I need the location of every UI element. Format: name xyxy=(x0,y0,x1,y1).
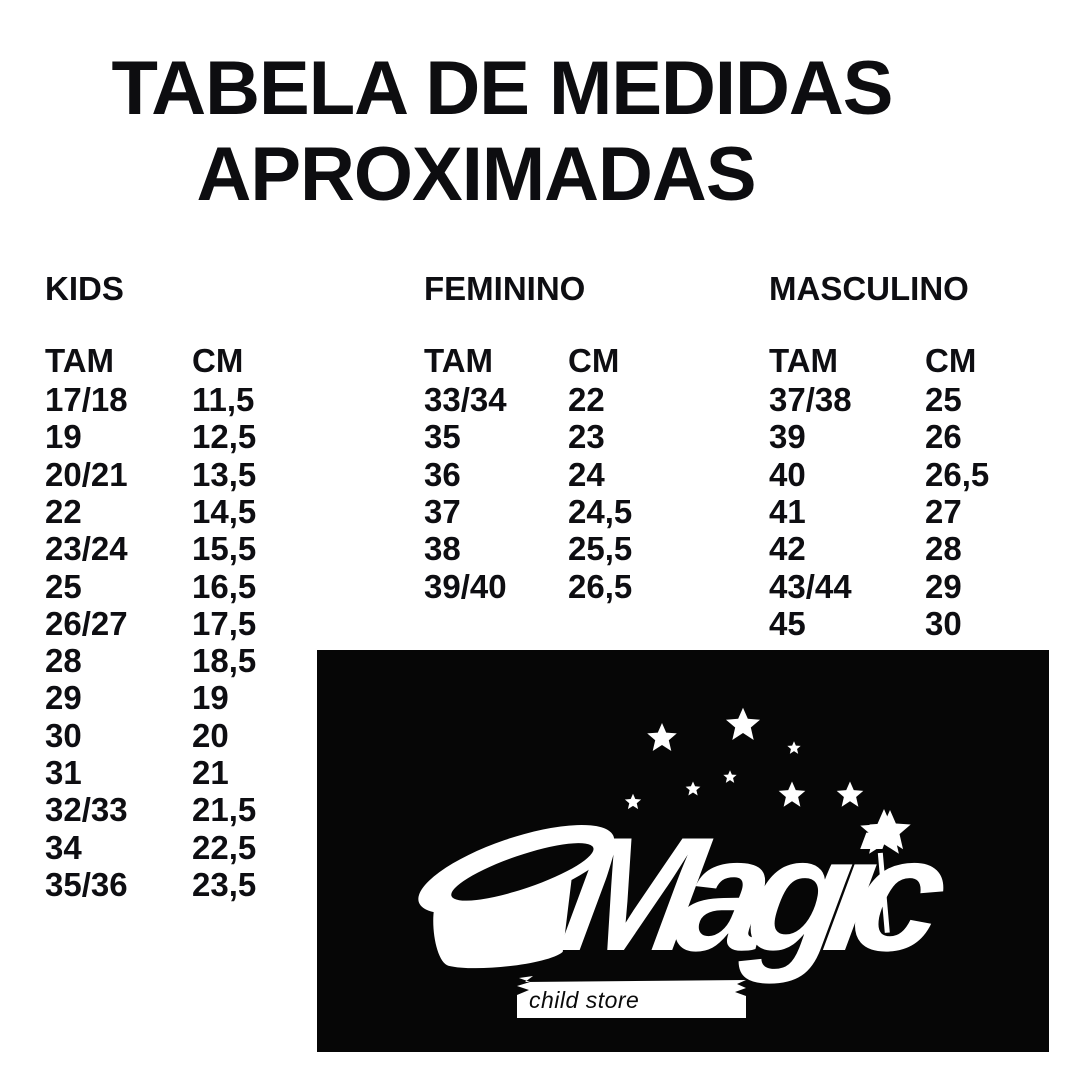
svg-text:child store: child store xyxy=(529,987,639,1013)
